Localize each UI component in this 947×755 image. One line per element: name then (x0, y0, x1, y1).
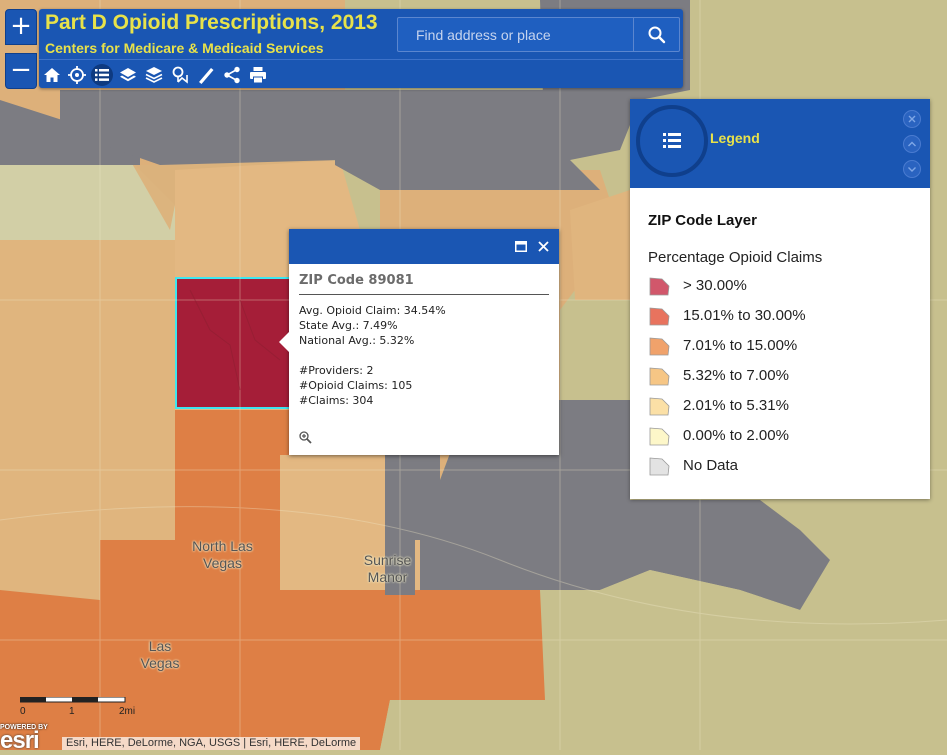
print-button[interactable] (247, 64, 269, 86)
zip-area (0, 160, 175, 240)
popup-divider (299, 294, 549, 295)
home-icon (44, 68, 60, 82)
chevron-down-icon (908, 167, 916, 172)
legend-item: 15.01% to 30.00% (648, 305, 806, 327)
basemap-icon (145, 67, 163, 83)
zoom-out-button[interactable]: − (5, 53, 37, 89)
scale-label-0: 0 (20, 706, 26, 717)
zip-area (0, 240, 175, 410)
legend-item-label: 0.00% to 2.00% (683, 427, 789, 444)
legend-layer-name: ZIP Code Layer (648, 212, 757, 229)
legend-list-icon (95, 69, 109, 81)
esri-logo[interactable]: POWERED BY esri (0, 724, 62, 754)
basemap-button[interactable] (143, 64, 165, 86)
popup-providers: #Providers: 2 (299, 364, 374, 377)
zip-area (0, 410, 175, 600)
legend-item: 2.01% to 5.31% (648, 395, 789, 417)
map-attribution: Esri, HERE, DeLorme, NGA, USGS | Esri, H… (62, 737, 361, 750)
legend-title: Legend (710, 130, 760, 146)
zip-area (690, 0, 947, 100)
zip-info-popup: ZIP Code 89081 Avg. Opioid Claim: 34.54%… (279, 229, 559, 455)
legend-item-label: 2.01% to 5.31% (683, 397, 789, 414)
popup-national-avg: National Avg.: 5.32% (299, 334, 415, 347)
app-subtitle: Centers for Medicare & Medicaid Services (45, 40, 324, 56)
legend-close-button[interactable] (903, 110, 921, 128)
locate-button[interactable] (66, 64, 88, 86)
home-button[interactable] (41, 64, 63, 86)
popup-opioid-claims: #Opioid Claims: 105 (299, 379, 413, 392)
bookmark-button[interactable] (169, 64, 191, 86)
legend-expand-button[interactable] (903, 160, 921, 178)
app-header: Part D Opioid Prescriptions, 2013 Center… (39, 9, 683, 88)
legend-header: Legend (630, 99, 930, 188)
print-icon (250, 67, 266, 84)
measure-icon (199, 68, 214, 84)
share-icon (224, 66, 240, 84)
zip-area (175, 590, 545, 750)
popup-pointer (279, 332, 289, 352)
legend-item-label: No Data (683, 457, 739, 474)
popup-header (289, 229, 559, 264)
search-box (397, 17, 680, 52)
zip-area (380, 570, 947, 750)
zip-area (160, 410, 290, 590)
legend-item: 0.00% to 2.00% (648, 425, 789, 447)
logo-powered-by: POWERED BY (0, 724, 48, 731)
legend-item: 5.32% to 7.00% (648, 365, 789, 387)
legend-item: 7.01% to 15.00% (648, 335, 797, 357)
logo-brand: esri (0, 727, 40, 754)
legend-panel: Legend ZIP Code Layer Percentage Opioid … (630, 99, 930, 499)
legend-collapse-button[interactable] (903, 135, 921, 153)
legend-item-label: 15.01% to 30.00% (683, 307, 806, 324)
popup-state-avg: State Avg.: 7.49% (299, 319, 398, 332)
search-input[interactable] (398, 18, 632, 51)
scale-label-1: 1 (69, 706, 75, 717)
legend-item-label: 5.32% to 7.00% (683, 367, 789, 384)
legend-swatch (649, 397, 670, 416)
legend-swatch (649, 457, 670, 476)
locate-icon (68, 66, 86, 84)
close-icon[interactable] (538, 241, 549, 252)
legend-swatch (649, 277, 670, 296)
place-label-sunrise-manor: Sunrise Manor (363, 552, 412, 585)
share-button[interactable] (221, 64, 243, 86)
legend-item-label: 7.01% to 15.00% (683, 337, 798, 354)
layers-icon (120, 68, 136, 82)
popup-claims: #Claims: 304 (299, 394, 374, 407)
app-title: Part D Opioid Prescriptions, 2013 (45, 11, 378, 34)
layers-button[interactable] (117, 64, 139, 86)
zip-area (335, 90, 600, 190)
search-icon (648, 26, 666, 43)
legend-swatch (649, 427, 670, 446)
zip-area (570, 190, 630, 300)
legend-swatch (649, 307, 670, 326)
legend-button[interactable] (91, 64, 113, 86)
zip-area (385, 455, 440, 595)
zoom-in-button[interactable]: + (5, 9, 37, 45)
maximize-icon[interactable] (515, 241, 527, 252)
popup-avg-opioid-claim: Avg. Opioid Claim: 34.54% (299, 304, 446, 317)
search-button[interactable] (633, 18, 680, 51)
popup-title: ZIP Code 89081 (299, 273, 414, 288)
zoom-to-icon[interactable] (299, 431, 312, 444)
legend-badge-icon (636, 105, 708, 177)
toolbar (39, 59, 683, 89)
zip-area (60, 90, 345, 165)
chevron-up-icon (908, 141, 916, 147)
legend-item-label: > 30.00% (683, 277, 747, 294)
legend-item: No Data (648, 455, 738, 477)
bookmark-icon (172, 66, 188, 84)
legend-swatch (649, 337, 670, 356)
legend-swatch (649, 367, 670, 386)
legend-field-name: Percentage Opioid Claims (648, 249, 823, 266)
selected-zip-area (175, 277, 291, 409)
scale-bar: 0 1 2mi (20, 697, 135, 717)
place-label-las-vegas: Las Vegas (140, 638, 180, 671)
place-label-north-las-vegas: North Las Vegas (192, 538, 253, 571)
scale-label-2: 2mi (119, 706, 135, 717)
measure-button[interactable] (195, 64, 217, 86)
close-icon (908, 115, 916, 123)
legend-item: > 30.00% (648, 275, 747, 297)
